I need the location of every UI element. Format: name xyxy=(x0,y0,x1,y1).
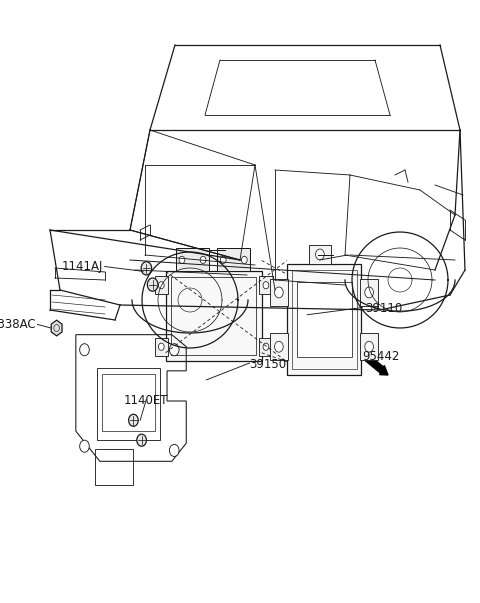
Circle shape xyxy=(141,262,152,275)
FancyArrow shape xyxy=(291,294,388,375)
Bar xyxy=(292,270,357,369)
Text: 39150: 39150 xyxy=(250,358,287,371)
Circle shape xyxy=(80,440,89,452)
Bar xyxy=(360,333,378,360)
Bar xyxy=(309,245,331,264)
Bar xyxy=(259,338,273,356)
Bar xyxy=(95,449,133,485)
Circle shape xyxy=(275,341,283,352)
Circle shape xyxy=(158,343,164,350)
Text: 95442: 95442 xyxy=(362,350,400,364)
Circle shape xyxy=(169,444,179,456)
Bar xyxy=(270,333,288,360)
Text: 1338AC: 1338AC xyxy=(0,318,36,331)
Circle shape xyxy=(263,282,269,289)
Bar xyxy=(360,279,378,306)
Circle shape xyxy=(80,344,89,356)
Circle shape xyxy=(169,344,179,356)
Bar xyxy=(297,282,352,357)
Circle shape xyxy=(179,256,185,264)
Text: 1141AJ: 1141AJ xyxy=(62,260,103,273)
Circle shape xyxy=(147,278,158,291)
Bar xyxy=(270,279,288,306)
Text: 1140ET: 1140ET xyxy=(124,394,168,408)
Polygon shape xyxy=(51,320,62,336)
Bar xyxy=(155,338,168,356)
Circle shape xyxy=(158,282,164,289)
Bar xyxy=(171,277,256,355)
Circle shape xyxy=(263,343,269,350)
Bar xyxy=(166,271,262,361)
Bar xyxy=(287,264,361,375)
Circle shape xyxy=(316,249,324,260)
Text: 39110: 39110 xyxy=(365,302,402,315)
Circle shape xyxy=(220,256,226,264)
Bar xyxy=(259,276,273,294)
Circle shape xyxy=(365,341,373,352)
Bar xyxy=(155,276,168,294)
Bar xyxy=(97,368,160,440)
Circle shape xyxy=(365,287,373,298)
Circle shape xyxy=(129,414,138,426)
Circle shape xyxy=(241,256,247,264)
Bar xyxy=(176,248,209,271)
Circle shape xyxy=(275,287,283,298)
Circle shape xyxy=(200,256,206,264)
Bar xyxy=(102,374,155,431)
Bar xyxy=(217,248,250,271)
Circle shape xyxy=(137,434,146,446)
